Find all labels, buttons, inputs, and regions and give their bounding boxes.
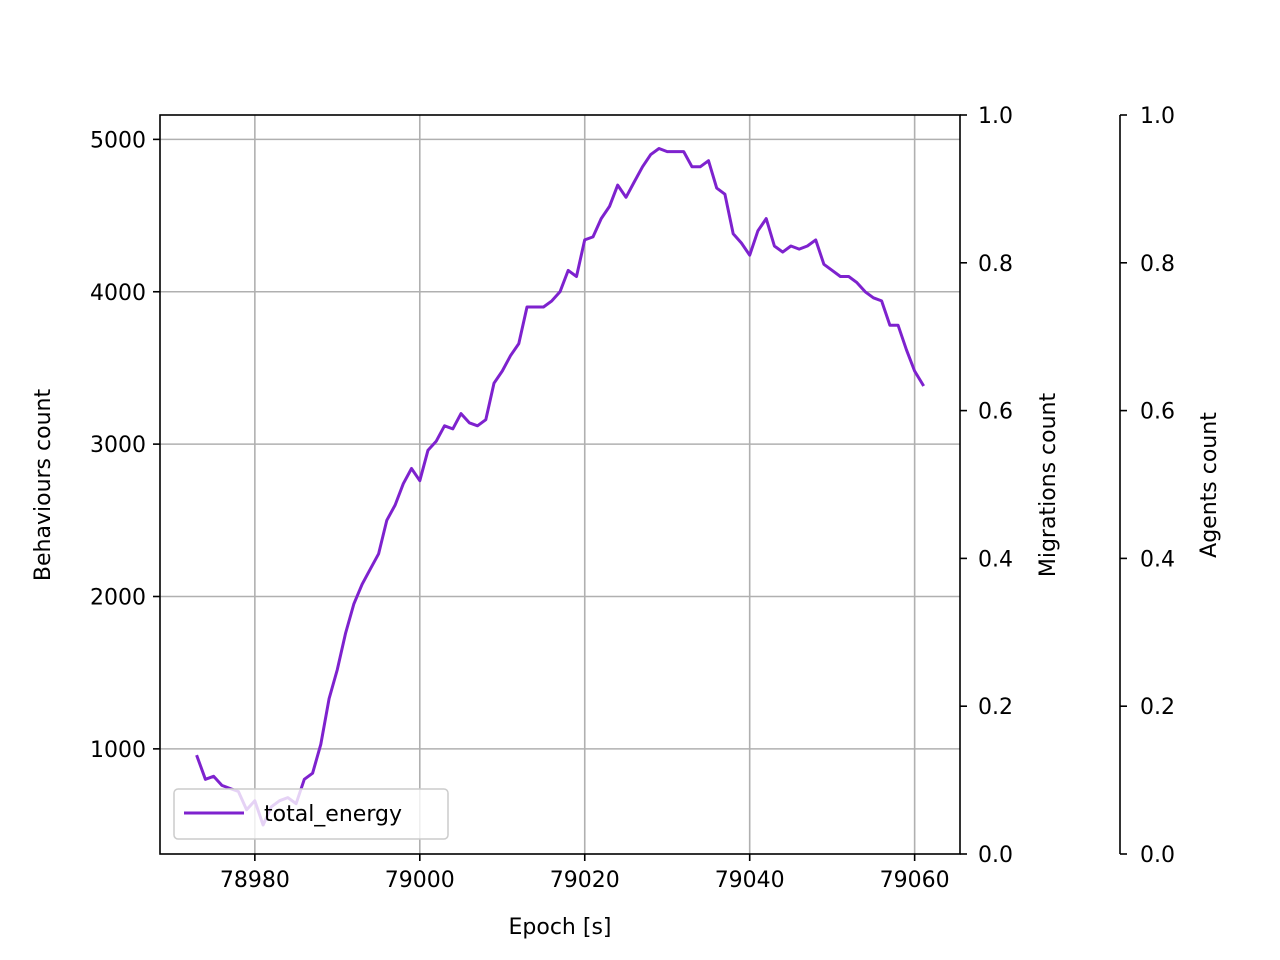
x-axis-label: Epoch [s]	[509, 915, 612, 940]
y-axis-right-agents-label: Agents count	[1197, 412, 1222, 558]
y-migrations-tick-label: 0.4	[978, 547, 1013, 572]
x-tick-label: 79040	[715, 868, 785, 893]
grid-lines	[160, 115, 960, 854]
y-migrations-tick-label: 0.0	[978, 843, 1013, 868]
legend: total_energy	[173, 788, 449, 840]
x-tick-label: 79020	[550, 868, 620, 893]
plot-frame	[159, 114, 961, 855]
series-layer	[195, 147, 925, 827]
y-migrations-tick-label: 0.6	[978, 400, 1013, 425]
y-migrations-tick-label: 0.2	[978, 695, 1013, 720]
y-left-tick-label: 1000	[90, 738, 146, 763]
y-agents-tick-label: 0.0	[1140, 843, 1175, 868]
x-axis: 78980 79000 79020 79040 79060	[220, 854, 950, 893]
y-migrations-tick-label: 1.0	[978, 104, 1013, 129]
x-tick-label: 79000	[385, 868, 455, 893]
y-agents-tick-label: 0.6	[1140, 400, 1175, 425]
legend-label: total_energy	[264, 802, 402, 827]
legend-box	[173, 788, 449, 840]
y-agents-tick-label: 0.4	[1140, 547, 1175, 572]
y-axis-right-migrations: 0.0 0.2 0.4 0.6 0.8 1.0	[960, 104, 1013, 868]
y-axis-left: 1000 2000 3000 4000 5000	[90, 128, 160, 763]
y-agents-tick-label: 1.0	[1140, 104, 1175, 129]
x-tick-label: 78980	[220, 868, 290, 893]
x-tick-label: 79060	[880, 868, 950, 893]
y-axis-right-agents: 0.0 0.2 0.4 0.6 0.8 1.0	[1119, 104, 1175, 868]
y-axis-right-migrations-label: Migrations count	[1036, 393, 1061, 578]
y-migrations-tick-label: 0.8	[978, 252, 1013, 277]
y-left-tick-label: 4000	[90, 281, 146, 306]
y-left-tick-label: 2000	[90, 585, 146, 610]
series-line-total-energy	[195, 147, 925, 827]
y-agents-tick-label: 0.2	[1140, 695, 1175, 720]
y-agents-tick-label: 0.8	[1140, 252, 1175, 277]
y-left-tick-label: 5000	[90, 128, 146, 153]
y-left-tick-label: 3000	[90, 433, 146, 458]
y-axis-left-label: Behaviours count	[31, 389, 56, 582]
